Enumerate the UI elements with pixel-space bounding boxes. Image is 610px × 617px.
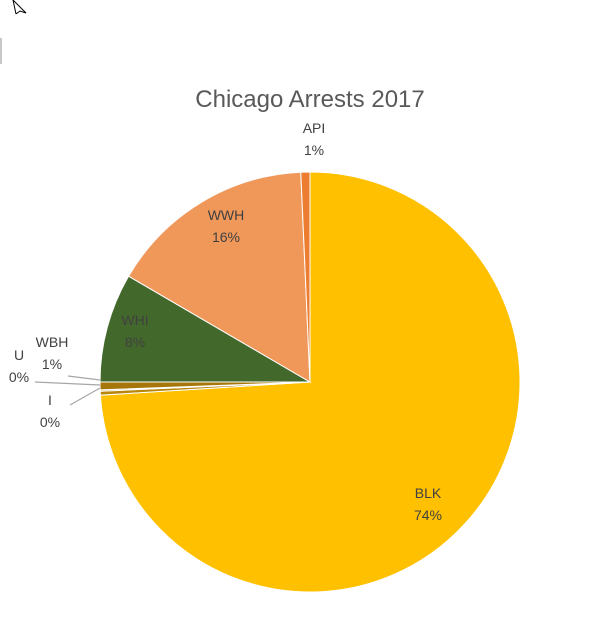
data-label-percent-wwh: 16% (212, 229, 240, 245)
data-label-percent-api: 1% (304, 142, 324, 158)
data-label-percent-whi: 8% (125, 334, 145, 350)
data-label-name-u: U (14, 347, 24, 363)
data-label-name-api: API (303, 120, 326, 136)
data-labels: BLK 74% I 0% U 0% WBH 1% WHI 8% WWH 16% API 1% (9, 120, 442, 523)
leader-lines (34, 375, 101, 406)
pie-slice-api (300, 171, 311, 383)
chart-title: Chicago Arrests 2017 (195, 86, 424, 113)
leader-line-u (34, 381, 101, 386)
data-label-name-i: I (48, 392, 52, 408)
pie-slices (99, 171, 521, 593)
data-label-name-wwh: WWH (208, 207, 245, 223)
pie-slice-whi (99, 275, 312, 383)
data-label-percent-i: 0% (40, 414, 60, 430)
leader-line-i (69, 387, 101, 406)
data-label-name-blk: BLK (415, 485, 442, 501)
data-label-name-wbh: WBH (36, 334, 69, 350)
mouse-pointer-icon (12, 0, 27, 14)
data-label-percent-blk: 74% (414, 507, 442, 523)
data-label-percent-wbh: 1% (42, 356, 62, 372)
window-edge-marker (0, 38, 2, 64)
leader-line-wbh (67, 375, 101, 381)
data-label-name-whi: WHI (121, 312, 148, 328)
pie-slice-wwh (127, 171, 311, 383)
data-label-percent-u: 0% (9, 369, 29, 385)
